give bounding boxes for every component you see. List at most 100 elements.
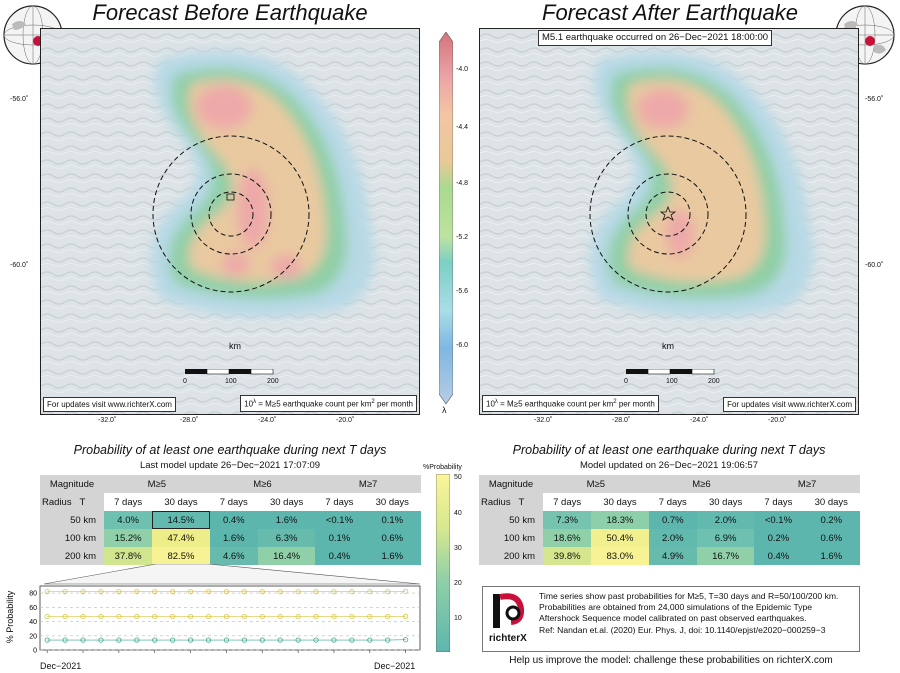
prob-cell: 39.8%	[543, 547, 592, 565]
left-map-units-note: 10λ = M≥5 earthquake count per km2 per m…	[240, 395, 417, 412]
right-forecast-surface	[480, 29, 858, 414]
left-map-title: Forecast Before Earthquake	[92, 0, 368, 25]
series-point	[277, 613, 283, 620]
row-radius-200: 200 km	[479, 547, 543, 565]
right-lon-label-24: -24.0˚	[690, 417, 709, 424]
prob-cell: 1.6%	[802, 547, 860, 565]
prob-tick-30: 30	[454, 545, 462, 552]
row-radius-100: 100 km	[40, 529, 104, 547]
right-lon-label-20: -20.0˚	[768, 417, 787, 424]
series-point	[44, 637, 50, 643]
y-tick-label: 60	[29, 605, 37, 612]
prob-cell: 7.3%	[543, 511, 592, 529]
series-point	[259, 589, 265, 595]
row-radius-50: 50 km	[479, 511, 543, 529]
period-header: 7 days	[754, 493, 803, 511]
prob-cell: 83.0%	[591, 547, 649, 565]
left-lat-label-56: -56.0˚	[10, 96, 29, 103]
series-point	[313, 637, 319, 643]
prob-cell: 2.0%	[648, 529, 697, 547]
period-header: 7 days	[104, 493, 153, 511]
period-header: 30 days	[591, 493, 649, 511]
prob-tick-40: 40	[454, 510, 462, 517]
series-point	[187, 613, 194, 620]
series-point	[152, 589, 158, 595]
series-point	[44, 613, 50, 620]
right-lat-label-56: -56.0˚	[865, 96, 884, 103]
series-point	[98, 613, 104, 620]
help-link[interactable]: Help us improve the model: challenge the…	[509, 655, 833, 666]
prob-cell: 15.2%	[104, 529, 153, 547]
series-point	[134, 637, 140, 643]
mag-header-m5: M≥5	[104, 475, 210, 493]
right-scalebar	[626, 369, 715, 375]
right-scalebar-tick-0: 0	[624, 378, 628, 385]
period-header: 30 days	[696, 493, 755, 511]
left-table-updated: Last model update 26−Dec−2021 17:07:09	[139, 460, 321, 471]
series-point	[349, 637, 355, 643]
series-point	[259, 637, 265, 643]
chart-ylabel: % Probability	[5, 590, 15, 644]
prob-tick-50: 50	[454, 474, 462, 481]
series-point	[116, 613, 122, 620]
table-to-chart-connector	[43, 564, 421, 585]
series-point	[223, 637, 230, 643]
probability-time-series-chart[interactable]: 0204060801617181920212223242526	[14, 584, 424, 654]
series-point	[385, 613, 391, 620]
prob-cell: 6.3%	[257, 529, 316, 547]
prob-tick-10: 10	[454, 615, 462, 622]
period-header: 7 days	[648, 493, 697, 511]
series-point	[134, 613, 140, 620]
series-point	[331, 613, 337, 620]
left-lat-label-60: -60.0˚	[10, 262, 29, 269]
period-header: 30 days	[152, 493, 210, 511]
table-row: 200 km 37.8% 82.5% 4.6% 16.4% 0.4% 1.6%	[40, 547, 421, 565]
left-lon-label-24: -24.0˚	[258, 417, 277, 424]
prob-cell: 4.9%	[648, 547, 697, 565]
series-point	[80, 637, 86, 643]
series-point	[403, 588, 409, 594]
y-tick-label: 20	[29, 633, 37, 640]
series-point	[80, 589, 86, 595]
series-point	[170, 613, 176, 620]
series-point	[241, 613, 247, 620]
right-forecast-map[interactable]: M5.1 earthquake occurred on 26−Dec−2021 …	[479, 28, 859, 415]
prob-cell: 0.6%	[802, 529, 860, 547]
series-point	[205, 637, 212, 643]
left-lon-label-20: -20.0˚	[336, 417, 355, 424]
prob-cell: 0.6%	[363, 529, 421, 547]
series-point	[367, 589, 373, 595]
series-point	[295, 637, 301, 643]
period-header: 7 days	[209, 493, 258, 511]
right-lon-label-32: -32.0˚	[534, 417, 553, 424]
mag-header-m7: M≥7	[315, 475, 421, 493]
richterx-logo-icon	[493, 593, 525, 628]
series-point	[152, 637, 158, 643]
mag-header-m6: M≥6	[648, 475, 755, 493]
left-forecast-surface	[41, 29, 419, 414]
series-point	[349, 613, 355, 620]
series-point	[313, 589, 319, 595]
y-tick-label: 40	[29, 619, 37, 626]
chart-plot-area	[39, 585, 421, 651]
period-header: 7 days	[543, 493, 592, 511]
right-scalebar-unit: km	[662, 341, 674, 351]
series-point	[98, 589, 104, 595]
left-scalebar-tick-0: 0	[183, 378, 187, 385]
right-lon-label-28: -28.0˚	[612, 417, 631, 424]
prob-cell: 6.9%	[696, 529, 755, 547]
y-tick-label: 80	[29, 591, 37, 598]
prob-cell: 14.5%	[152, 511, 210, 529]
chart-x-end-label: Dec−2021	[374, 661, 416, 671]
left-scalebar	[185, 369, 274, 375]
left-scalebar-unit: km	[229, 341, 241, 351]
right-scalebar-tick-100: 100	[666, 378, 678, 385]
left-forecast-map[interactable]: km 0 100 200 For updates visit www.richt…	[40, 28, 420, 415]
colorbar-label: λ	[442, 405, 447, 415]
prob-tick-20: 20	[454, 580, 462, 587]
series-point	[116, 589, 122, 595]
series-point	[367, 637, 373, 643]
series-point	[62, 589, 68, 595]
prob-cell: 18.3%	[591, 511, 649, 529]
left-scalebar-tick-200: 200	[267, 378, 279, 385]
